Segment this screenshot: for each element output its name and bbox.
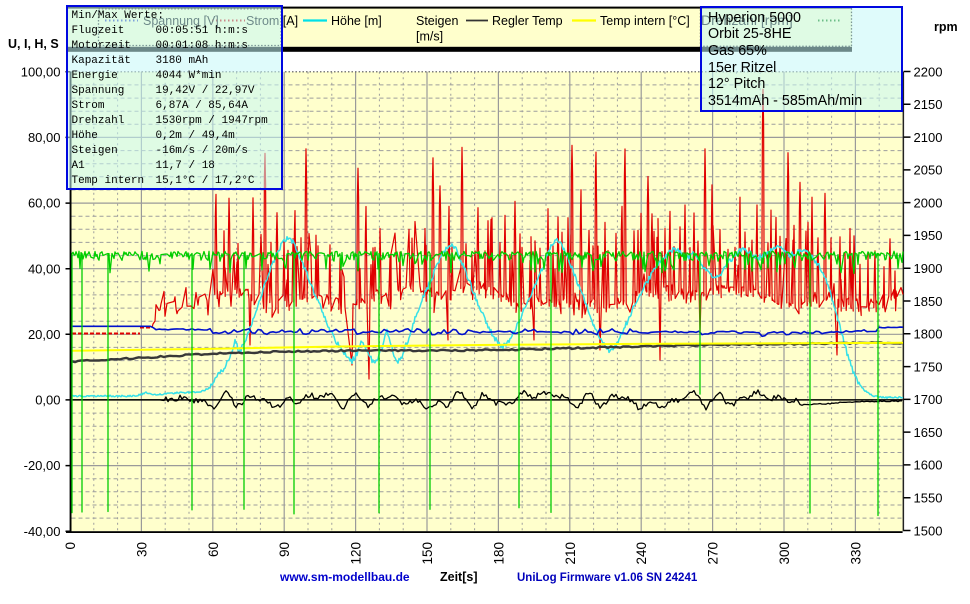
svg-text:1900: 1900 bbox=[914, 261, 943, 276]
svg-text:1950: 1950 bbox=[914, 228, 943, 243]
svg-text:rpm: rpm bbox=[934, 20, 958, 34]
svg-text:2200: 2200 bbox=[914, 64, 943, 79]
svg-text:1500: 1500 bbox=[914, 523, 943, 538]
svg-text:1600: 1600 bbox=[914, 458, 943, 473]
svg-text:300: 300 bbox=[777, 542, 792, 565]
svg-text:Höhe [m]: Höhe [m] bbox=[331, 14, 382, 28]
svg-text:1700: 1700 bbox=[914, 392, 943, 407]
svg-text:-20,00: -20,00 bbox=[24, 458, 61, 473]
svg-text:330: 330 bbox=[848, 542, 863, 565]
svg-text:[m/s]: [m/s] bbox=[416, 30, 443, 44]
svg-text:60: 60 bbox=[206, 542, 221, 557]
svg-text:1650: 1650 bbox=[914, 425, 943, 440]
svg-text:40,00: 40,00 bbox=[28, 261, 61, 276]
svg-text:2150: 2150 bbox=[914, 97, 943, 112]
svg-text:30: 30 bbox=[134, 542, 149, 557]
svg-text:150: 150 bbox=[420, 542, 435, 565]
svg-text:1800: 1800 bbox=[914, 327, 943, 342]
svg-text:60,00: 60,00 bbox=[28, 196, 61, 211]
svg-text:90: 90 bbox=[277, 542, 292, 557]
svg-text:Regler Temp: Regler Temp bbox=[492, 14, 563, 28]
svg-text:100,00: 100,00 bbox=[21, 64, 61, 79]
svg-text:120: 120 bbox=[349, 542, 364, 565]
svg-text:180: 180 bbox=[491, 542, 506, 565]
svg-text:240: 240 bbox=[634, 542, 649, 565]
svg-text:2050: 2050 bbox=[914, 163, 943, 178]
svg-text:Steigen: Steigen bbox=[416, 14, 458, 28]
svg-text:1550: 1550 bbox=[914, 491, 943, 506]
svg-text:270: 270 bbox=[706, 542, 721, 565]
svg-text:U, I, H, S: U, I, H, S bbox=[8, 37, 59, 51]
svg-text:210: 210 bbox=[563, 542, 578, 565]
svg-text:20,00: 20,00 bbox=[28, 327, 61, 342]
svg-text:0: 0 bbox=[63, 542, 78, 550]
svg-text:0,00: 0,00 bbox=[35, 393, 60, 408]
svg-text:2100: 2100 bbox=[914, 130, 943, 145]
svg-text:80,00: 80,00 bbox=[28, 130, 61, 145]
svg-text:Zeit[s]: Zeit[s] bbox=[440, 570, 478, 584]
svg-text:1850: 1850 bbox=[914, 294, 943, 309]
svg-text:2000: 2000 bbox=[914, 195, 943, 210]
svg-text:-40,00: -40,00 bbox=[24, 524, 61, 539]
svg-text:1750: 1750 bbox=[914, 359, 943, 374]
svg-text:UniLog Firmware v1.06 SN 24241: UniLog Firmware v1.06 SN 24241 bbox=[517, 572, 698, 584]
svg-text:Temp intern [°C]: Temp intern [°C] bbox=[600, 14, 690, 28]
svg-text:www.sm-modellbau.de: www.sm-modellbau.de bbox=[279, 570, 410, 584]
